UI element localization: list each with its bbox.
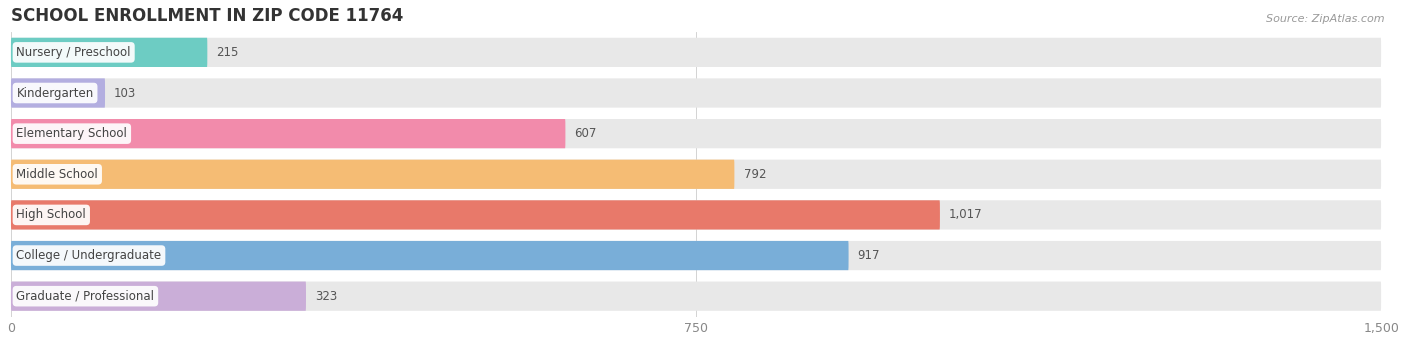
Text: High School: High School bbox=[17, 208, 86, 221]
Text: Elementary School: Elementary School bbox=[17, 127, 128, 140]
FancyBboxPatch shape bbox=[11, 200, 1381, 229]
FancyBboxPatch shape bbox=[11, 241, 1381, 270]
Text: SCHOOL ENROLLMENT IN ZIP CODE 11764: SCHOOL ENROLLMENT IN ZIP CODE 11764 bbox=[11, 7, 404, 25]
FancyBboxPatch shape bbox=[11, 200, 941, 229]
Text: 215: 215 bbox=[217, 46, 239, 59]
FancyBboxPatch shape bbox=[11, 281, 307, 311]
FancyBboxPatch shape bbox=[11, 38, 207, 67]
FancyBboxPatch shape bbox=[11, 281, 1381, 311]
FancyBboxPatch shape bbox=[11, 78, 1381, 108]
Text: 323: 323 bbox=[315, 290, 337, 303]
Text: Graduate / Professional: Graduate / Professional bbox=[17, 290, 155, 303]
Text: 1,017: 1,017 bbox=[949, 208, 983, 221]
FancyBboxPatch shape bbox=[11, 119, 1381, 148]
Text: 607: 607 bbox=[575, 127, 598, 140]
Text: 792: 792 bbox=[744, 168, 766, 181]
FancyBboxPatch shape bbox=[11, 38, 1381, 67]
Text: Middle School: Middle School bbox=[17, 168, 98, 181]
FancyBboxPatch shape bbox=[11, 119, 565, 148]
Text: 917: 917 bbox=[858, 249, 880, 262]
Text: 103: 103 bbox=[114, 87, 136, 100]
FancyBboxPatch shape bbox=[11, 78, 105, 108]
Text: College / Undergraduate: College / Undergraduate bbox=[17, 249, 162, 262]
FancyBboxPatch shape bbox=[11, 160, 734, 189]
Text: Kindergarten: Kindergarten bbox=[17, 87, 94, 100]
FancyBboxPatch shape bbox=[11, 160, 1381, 189]
Text: Source: ZipAtlas.com: Source: ZipAtlas.com bbox=[1267, 14, 1385, 24]
Text: Nursery / Preschool: Nursery / Preschool bbox=[17, 46, 131, 59]
FancyBboxPatch shape bbox=[11, 241, 849, 270]
